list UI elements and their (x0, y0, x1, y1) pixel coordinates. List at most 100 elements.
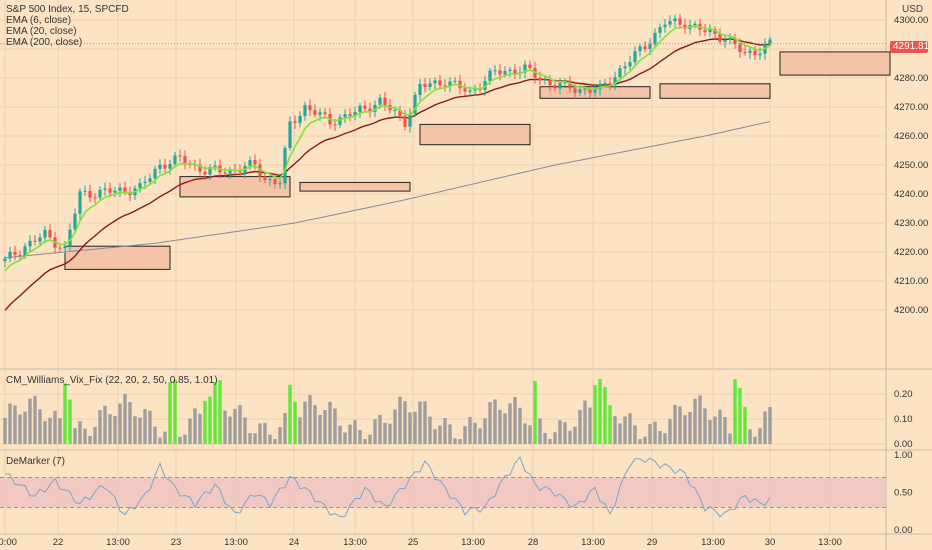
candle-body (118, 187, 122, 191)
candle-body (573, 88, 577, 93)
vix-bar (98, 410, 102, 444)
supply-demand-zone (299, 181, 411, 192)
vix-bar (333, 408, 337, 444)
vix-bar (48, 417, 52, 444)
vix-bar (428, 416, 432, 444)
vix-bar (558, 420, 562, 444)
candle-body (628, 62, 632, 67)
vix-bar (438, 425, 442, 444)
ema6-legend: EMA (6, close) (6, 15, 72, 26)
y-tick-label: 4210.00 (894, 276, 928, 287)
candle-body (63, 245, 67, 249)
x-tick-label: 24 (289, 537, 300, 548)
vixfix-legend: CM_Williams_Vix_Fix (22, 20, 2, 50, 0.85… (6, 375, 218, 386)
vix-bar (733, 379, 737, 444)
supply-demand-zone (179, 176, 291, 198)
vix-bar (768, 407, 772, 444)
candle-body (73, 213, 77, 230)
vix-bar (348, 424, 352, 444)
candle-body (648, 44, 652, 49)
vix-bar (603, 387, 607, 444)
candle-body (463, 88, 467, 92)
y-tick-label: 4240.00 (894, 189, 928, 200)
y-tick-label: 0.20 (894, 389, 913, 400)
candle-body (268, 179, 272, 181)
candle-body (318, 112, 322, 115)
candle-body (418, 83, 422, 95)
vix-bar (728, 433, 732, 444)
y-tick-label: 4280.00 (894, 73, 928, 84)
vix-bar (243, 417, 247, 444)
vix-bar (253, 433, 257, 444)
candle-body (538, 77, 542, 81)
vix-bar (493, 399, 497, 444)
candle-body (153, 168, 157, 179)
vix-bar (108, 414, 112, 444)
candle-body (603, 83, 607, 85)
candle-body (288, 121, 292, 149)
supply-demand-zone (659, 83, 771, 99)
vix-bar (463, 426, 467, 444)
vix-bar (373, 419, 377, 444)
vix-bar (268, 434, 272, 444)
vix-bar (688, 412, 692, 444)
vix-bar (453, 438, 457, 444)
candle-body (433, 80, 437, 84)
candle-body (403, 115, 407, 127)
vix-bar (613, 416, 617, 444)
vix-bar (173, 379, 177, 444)
candle-body (148, 178, 152, 182)
vix-bar (488, 401, 492, 444)
candle-body (93, 197, 97, 199)
vix-bar (423, 401, 427, 444)
vix-bar (43, 421, 47, 444)
vix-bar (23, 411, 27, 444)
vix-bar (418, 401, 422, 444)
candle-body (448, 81, 452, 87)
vix-bar (433, 429, 437, 444)
x-tick-label: 23 (171, 537, 182, 548)
candle-body (653, 32, 657, 45)
x-tick-label: 13:00 (581, 537, 605, 548)
vix-bar (283, 413, 287, 444)
vix-bar (153, 426, 157, 444)
vix-bar (698, 395, 702, 444)
candle-body (468, 90, 472, 92)
candle-body (353, 111, 357, 117)
candle-body (108, 188, 112, 193)
vix-bar (263, 422, 267, 444)
symbol-legend: S&P 500 Index, 15, SPCFD (6, 4, 129, 15)
vix-bar (543, 432, 547, 444)
vix-bar (83, 428, 87, 444)
vix-bar (618, 423, 622, 444)
candle-body (168, 164, 172, 169)
vix-bar (313, 405, 317, 444)
vix-bar (468, 417, 472, 444)
candle-body (423, 83, 427, 87)
vix-bar (58, 418, 62, 444)
candle-body (478, 89, 482, 91)
vix-bar (13, 405, 17, 444)
x-tick-label: 13:00 (818, 537, 842, 548)
candle-body (283, 148, 287, 184)
vix-bar (713, 416, 717, 444)
vix-bar (128, 402, 132, 444)
vix-bar (233, 408, 237, 444)
vix-bar (413, 411, 417, 444)
candle-body (413, 94, 417, 114)
vix-bar (328, 401, 332, 444)
candle-body (408, 113, 412, 127)
candle-body (378, 97, 382, 105)
candle-body (663, 24, 667, 28)
vix-bar (53, 410, 57, 444)
vix-bar (203, 400, 207, 444)
candle-body (728, 37, 732, 40)
candle-body (718, 33, 722, 42)
vix-bar (388, 423, 392, 444)
vix-bar (403, 401, 407, 444)
candle-body (113, 190, 117, 193)
last-price-tag: 4291.81 (890, 41, 929, 53)
vix-bar (703, 408, 707, 444)
vix-bar (633, 425, 637, 444)
candle-body (223, 172, 227, 174)
